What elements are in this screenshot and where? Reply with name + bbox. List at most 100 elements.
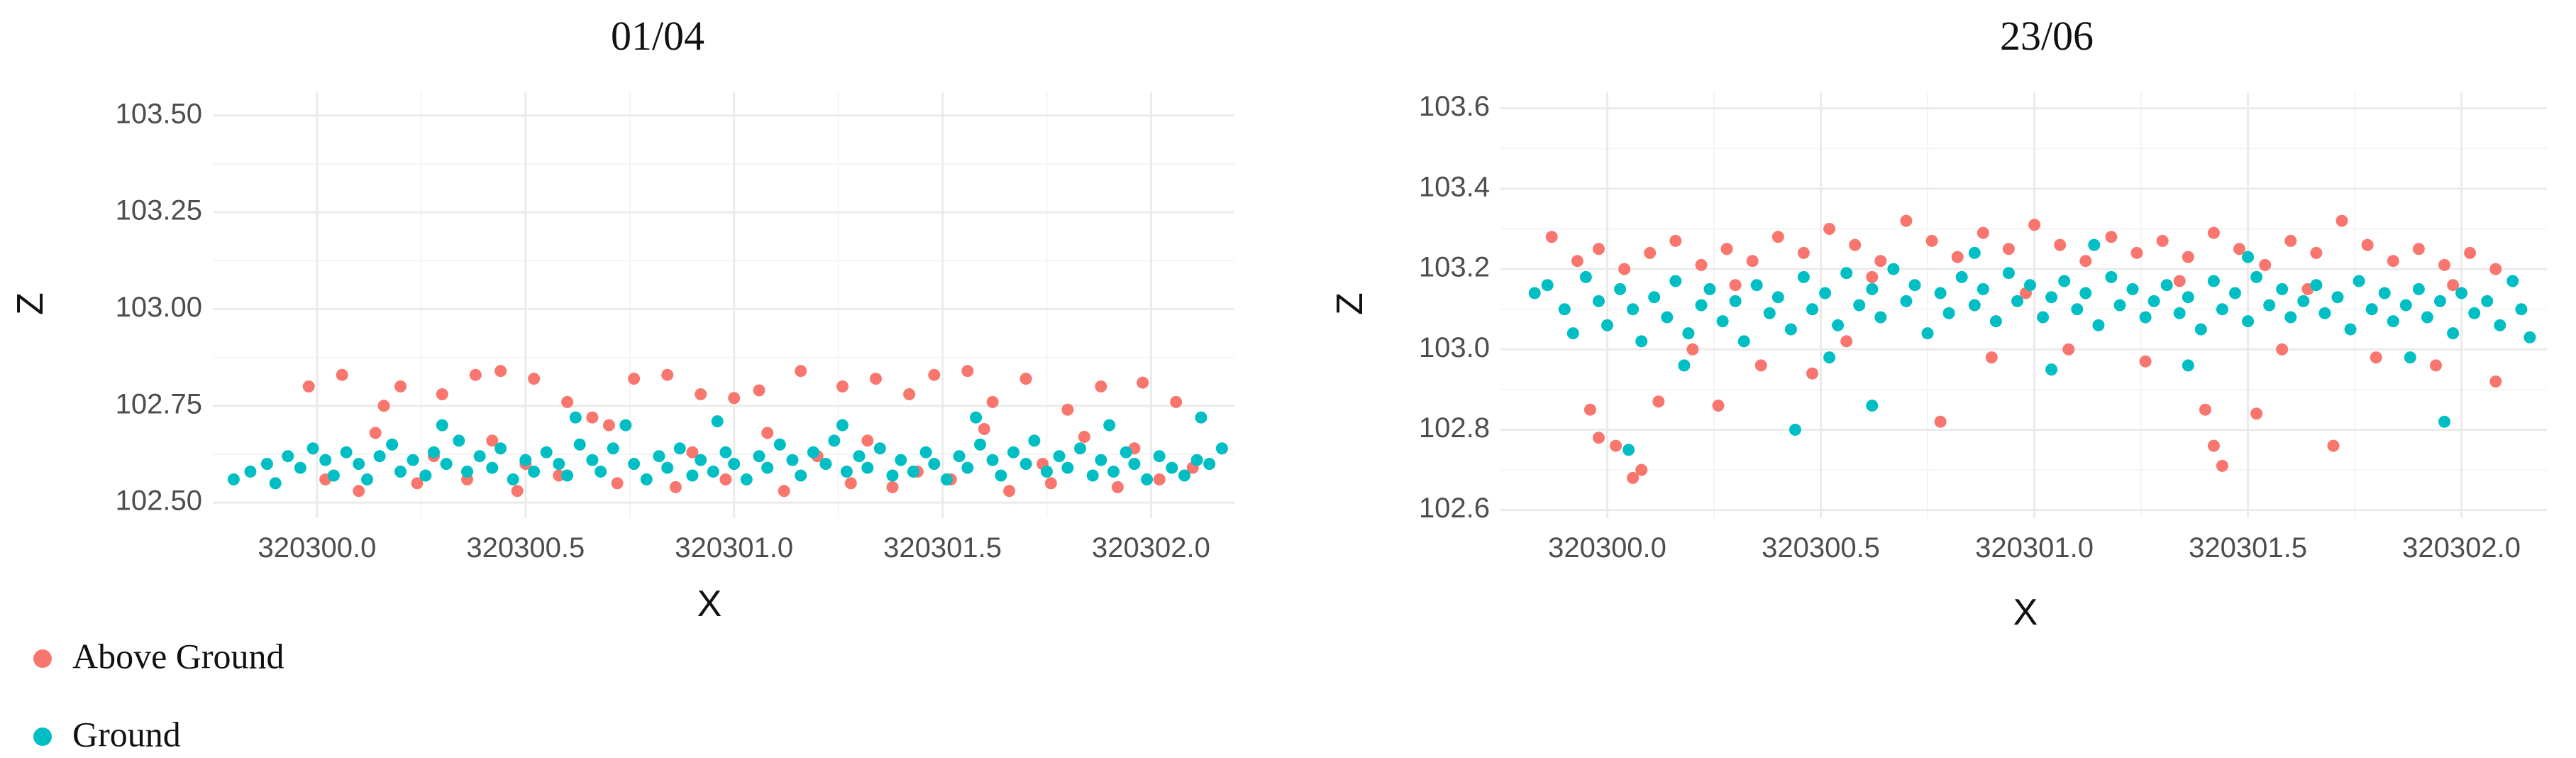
ground-point (1007, 446, 1019, 458)
ground-point (2105, 270, 2118, 283)
ground-point (740, 473, 753, 485)
ground-point (1955, 270, 1968, 283)
above-ground-point (1951, 251, 1964, 263)
ground-point (1528, 287, 1541, 300)
ground-point (319, 454, 332, 466)
ground-point (1623, 444, 1635, 456)
legend: Above Ground Ground (33, 636, 284, 754)
ground-point (1178, 469, 1190, 482)
y-tick-label: 102.8 (1419, 412, 1490, 444)
above-ground-point (1806, 367, 1818, 380)
above-ground-point (1866, 270, 1879, 283)
ground-point (2092, 319, 2105, 331)
ground-point (907, 466, 919, 478)
ground-point (553, 458, 565, 471)
ground-point (1061, 461, 1074, 474)
ground-point (1819, 287, 1832, 300)
above-ground-point (1095, 380, 1107, 392)
ground-point (260, 458, 273, 471)
ground-point (607, 442, 619, 455)
above-ground-point (1985, 351, 1998, 364)
ground-point (1968, 246, 1981, 259)
ground-point (928, 458, 941, 471)
ground-point (2506, 275, 2519, 287)
ground-point (1806, 303, 1818, 316)
ground-point (2011, 295, 2023, 307)
ground-point (227, 473, 240, 485)
ground-point (2216, 303, 2228, 316)
ground-point (2182, 359, 2194, 372)
above-ground-point (486, 434, 499, 447)
above-ground-point (586, 411, 599, 424)
ground-point (2160, 279, 2173, 292)
ground-point (1750, 279, 1763, 292)
above-ground-point (1137, 376, 1149, 389)
ground-point (473, 450, 486, 463)
ground-point (836, 419, 848, 432)
above-ground-point (2062, 343, 2075, 356)
above-ground-point (669, 480, 682, 493)
ground-point (2229, 287, 2241, 300)
above-ground-point (1635, 463, 1648, 476)
above-ground-point (753, 384, 765, 397)
ground-point (2387, 315, 2399, 328)
above-ground-point (561, 395, 574, 408)
ground-point (773, 438, 786, 451)
above-ground-point (1729, 279, 1742, 292)
ground-point (561, 469, 574, 482)
above-ground-point (1746, 255, 1759, 268)
ground-point (586, 454, 599, 466)
ground-point (2438, 415, 2450, 428)
above-ground-point (886, 480, 899, 493)
above-ground-point (1823, 223, 1836, 235)
above-ground-point (2412, 243, 2425, 256)
above-ground-point (686, 446, 699, 458)
ground-point (1968, 299, 1981, 312)
ground-point (2353, 275, 2365, 287)
above-ground-point (1652, 395, 1665, 408)
ground-point (2088, 238, 2101, 251)
ground-point (1635, 335, 1648, 348)
above-ground-point (795, 365, 807, 378)
above-ground-point (2335, 214, 2348, 227)
above-ground-point (1874, 255, 1887, 268)
ground-point (1784, 323, 1797, 336)
above-ground-point (836, 380, 848, 392)
ground-point (2071, 303, 2084, 316)
above-ground-point (2105, 231, 2118, 243)
above-ground-point (1669, 234, 1682, 247)
above-ground-point (353, 485, 365, 498)
ground-point (1566, 327, 1579, 340)
ground-point (2297, 295, 2310, 307)
ground-point (2079, 287, 2092, 300)
ground-point (2126, 282, 2139, 295)
ground-point (1648, 291, 1661, 304)
ground-point (1086, 469, 1099, 482)
ground-point (970, 411, 983, 424)
ground-point (1763, 307, 1776, 319)
ground-point (1934, 287, 1947, 300)
ground-point (419, 469, 432, 482)
x-axis-title-0104: X (697, 583, 722, 625)
x-tick-label: 320301.0 (675, 532, 793, 564)
ground-point (2024, 279, 2036, 292)
above-ground-point (1712, 400, 1725, 412)
ground-point (461, 466, 473, 478)
ground-point (595, 466, 607, 478)
ground-point (873, 442, 886, 455)
ground-point (2412, 282, 2425, 295)
ground-point (640, 473, 653, 485)
ground-point (2344, 323, 2357, 336)
ground-point (407, 454, 419, 466)
above-ground-point (302, 380, 315, 392)
above-ground-point (1593, 243, 1605, 256)
above-ground-point (1545, 231, 1558, 243)
ground-point (1053, 450, 1066, 463)
above-ground-point (961, 365, 974, 378)
above-ground-point (2079, 255, 2092, 268)
ground-point (1921, 327, 1934, 340)
ground-point (1128, 458, 1141, 471)
ground-point (1103, 419, 1116, 432)
above-ground-point (1771, 231, 1784, 243)
ground-point (2002, 267, 2015, 280)
